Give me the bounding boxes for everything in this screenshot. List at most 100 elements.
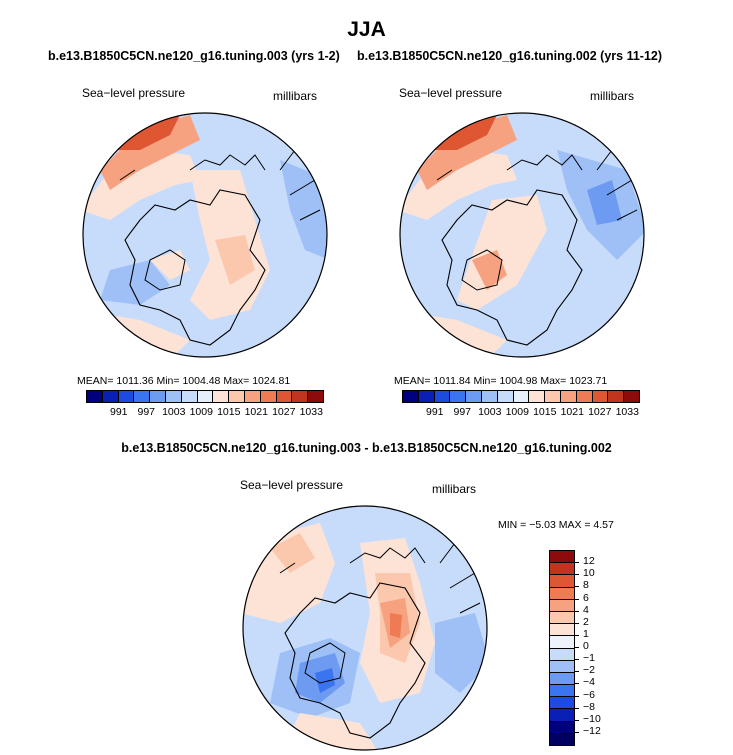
panel1-colorbar-cell (213, 391, 230, 402)
difference-colorbar-tick-label: 0 (583, 640, 589, 652)
panel2-colorbar-cell (608, 391, 625, 402)
panel2-colorbar-tick-label: 1003 (478, 406, 502, 418)
difference-colorbar-cell (550, 660, 574, 673)
difference-colorbar-tick-label: 6 (583, 591, 589, 604)
panel2-colorbar-cell (513, 391, 530, 402)
panel1-colorbar-tick-label: 1033 (299, 406, 323, 418)
difference-colorbar-tick (574, 634, 579, 636)
difference-colorbar-tick-label: −8 (583, 700, 595, 713)
panel1-colorbar-tick-label: 997 (137, 406, 156, 418)
difference-colorbar-tick-label: −4 (583, 676, 595, 689)
diff-variable-label: Sea−level pressure (240, 478, 344, 492)
difference-colorbar-tick (574, 671, 579, 673)
difference-colorbar-cell (550, 611, 574, 625)
difference-colorbar-tick (574, 586, 579, 588)
panel1-colorbar (86, 390, 324, 403)
panel1-colorbar-tick-label: 991 (109, 406, 128, 418)
panel1-colorbar-tick-label: 1027 (272, 406, 296, 418)
figure-title: JJA (347, 18, 386, 41)
difference-colorbar-cell (550, 575, 574, 588)
difference-colorbar-cell (550, 587, 574, 600)
panel2-colorbar-tick-label: 1009 (505, 406, 529, 418)
difference-colorbar-tick-label: −6 (583, 688, 595, 701)
difference-colorbar-tick-label: 2 (583, 615, 589, 628)
panel1-colorbar-labels: 991 997 1003 1009 1015 1021 1027 1033 (105, 406, 325, 418)
panel2-colorbar-cell (434, 391, 451, 402)
diff-stats: MIN = −5.03 MAX = 4.57 (498, 519, 614, 531)
panel1-colorbar-cell (87, 391, 103, 402)
difference-colorbar (549, 550, 575, 746)
difference-colorbar-cell (550, 697, 574, 710)
panel2-colorbar-cell (481, 391, 498, 402)
panel2-colorbar-tick-label: 1027 (588, 406, 612, 418)
difference-colorbar-tick-label: −10 (583, 712, 601, 725)
panel1-colorbar-cell (229, 391, 245, 402)
panel2-colorbar-tick-label: 1033 (615, 406, 639, 418)
difference-title: b.e13.B1850C5CN.ne120_g16.tuning.003 - b… (121, 441, 612, 455)
difference-colorbar-cell (550, 672, 574, 686)
difference-colorbar-tick (574, 622, 579, 624)
difference-colorbar-cell (550, 563, 574, 576)
panel1-colorbar-cell (260, 391, 277, 402)
panel1-polar-map (82, 112, 328, 358)
panel1-colorbar-cell (308, 391, 323, 402)
panel2-colorbar-cell (466, 391, 482, 402)
panel1-colorbar-cell (134, 391, 151, 402)
difference-colorbar-tick (574, 719, 579, 721)
panel2-colorbar-cell (624, 391, 639, 402)
panel2-stats: MEAN= 1011.84 Min= 1004.98 Max= 1023.71 (394, 375, 608, 387)
difference-colorbar-cell (550, 636, 574, 649)
panel1-colorbar-tick-label: 1009 (189, 406, 213, 418)
panel1-colorbar-tick-label: 1015 (217, 406, 241, 418)
difference-colorbar-tick (574, 695, 579, 697)
panel1-colorbar-cell (118, 391, 135, 402)
difference-colorbar-cell (550, 709, 574, 722)
panel1-units-label: millibars (273, 89, 318, 103)
difference-colorbar-cell (550, 721, 574, 734)
panel1-colorbar-cell (150, 391, 166, 402)
panel1-colorbar-tick-label: 1021 (244, 406, 268, 418)
difference-colorbar-tick (574, 659, 579, 661)
panel2-colorbar-cell (497, 391, 514, 402)
difference-colorbar-cell (550, 599, 574, 612)
difference-colorbar-tick-label: 4 (583, 603, 589, 616)
panel2-colorbar-cell (545, 391, 561, 402)
difference-colorbar-tick-label: 12 (583, 555, 595, 568)
difference-colorbar-cell (550, 648, 574, 661)
difference-colorbar-tick (574, 610, 579, 612)
panel2-colorbar-cell (403, 391, 419, 402)
difference-colorbar-tick (574, 562, 579, 564)
panel1-run-title: b.e13.B1850C5CN.ne120_g16.tuning.003 (yr… (48, 49, 340, 63)
panel2-colorbar-cell (450, 391, 467, 402)
difference-colorbar-tick-label: −12 (583, 724, 601, 737)
panel2-colorbar-cell (592, 391, 609, 402)
panel2-colorbar-tick-label: 991 (425, 406, 444, 418)
panel2-polar-map (399, 112, 645, 358)
difference-colorbar-tick (574, 647, 579, 648)
panel1-colorbar-cell (181, 391, 198, 402)
panel2-colorbar-cell (576, 391, 593, 402)
difference-colorbar-cell (550, 551, 574, 564)
difference-colorbar-cell (550, 624, 574, 637)
panel1-colorbar-cell (102, 391, 119, 402)
panel2-colorbar-tick-label: 1015 (533, 406, 557, 418)
panel2-colorbar-tick-label: 997 (453, 406, 472, 418)
difference-colorbar-tick (574, 598, 579, 600)
panel2-colorbar-tick-label: 1021 (560, 406, 584, 418)
panel2-colorbar-cell (418, 391, 435, 402)
panel1-colorbar-cell (244, 391, 261, 402)
difference-colorbar-tick (574, 731, 579, 733)
panel2-variable-label: Sea−level pressure (399, 86, 503, 100)
panel2-colorbar-cell (560, 391, 577, 402)
panel2-units-label: millibars (590, 89, 635, 103)
panel1-colorbar-tick-label: 1003 (162, 406, 186, 418)
panel2-run-title: b.e13.B1850C5CN.ne120_g16.tuning.002 (yr… (357, 49, 663, 63)
panel1-colorbar-cell (292, 391, 309, 402)
difference-colorbar-tick (574, 683, 579, 685)
panel1-colorbar-cell (197, 391, 214, 402)
difference-colorbar-tick-label: 10 (583, 567, 595, 580)
panel1-stats: MEAN= 1011.36 Min= 1004.48 Max= 1024.81 (77, 375, 291, 387)
difference-colorbar-cell (550, 685, 574, 698)
difference-colorbar-cell (550, 733, 574, 745)
difference-colorbar-tick (574, 574, 579, 576)
